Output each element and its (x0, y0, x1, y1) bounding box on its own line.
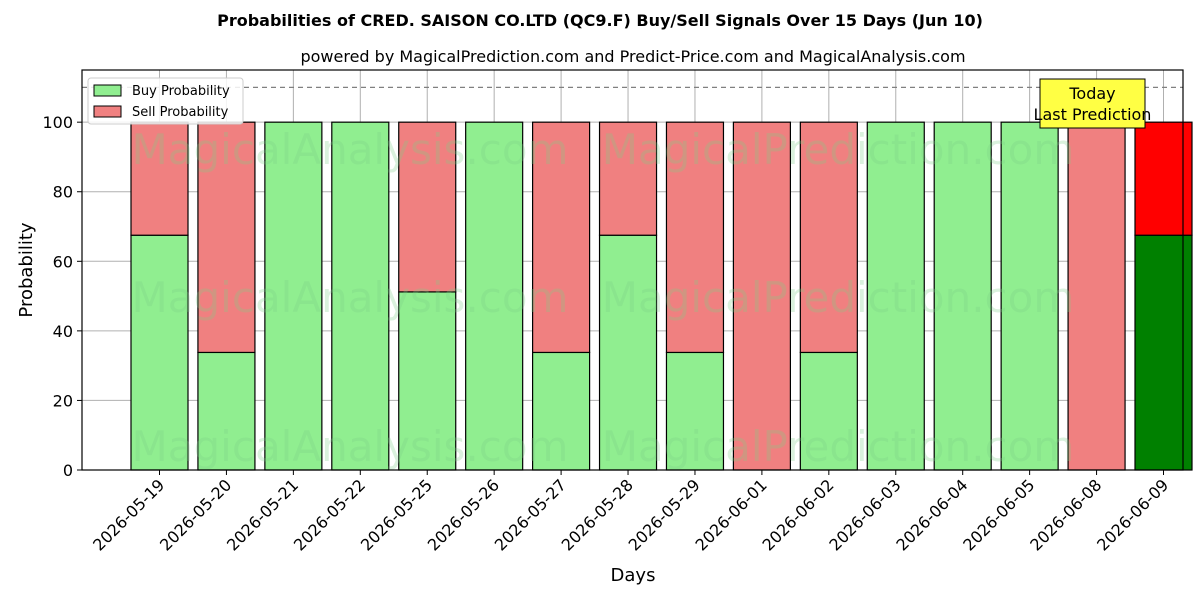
chart-subtitle: powered by MagicalPrediction.com and Pre… (300, 47, 965, 66)
bars (130, 121, 1193, 471)
buy-bar (130, 234, 189, 471)
watermark-text: MagicalAnalysis.com (132, 273, 569, 322)
y-tick-label: 20 (53, 391, 73, 410)
y-tick-label: 0 (63, 461, 73, 480)
x-axis-title: Days (611, 565, 656, 586)
watermark-text: MagicalAnalysis.com (132, 125, 569, 174)
watermarks: MagicalAnalysis.com MagicalPrediction.com… (132, 125, 1075, 471)
buy-bar (398, 291, 457, 471)
chart-title: Probabilities of CRED. SAISON CO.LTD (QC… (217, 11, 983, 30)
y-tick-label: 40 (53, 322, 73, 341)
buy-bar (531, 351, 591, 471)
buy-bar (465, 121, 524, 471)
y-axis-title: Probability (16, 222, 37, 317)
x-tick-label: 2026-06-09 (1093, 475, 1172, 554)
buy-bar (866, 121, 925, 471)
sell-bar (799, 121, 858, 354)
buy-bar (331, 121, 390, 471)
buy-bar (799, 351, 858, 471)
annotation-box (1039, 78, 1146, 129)
legend-label-sell: Sell Probability (132, 105, 229, 120)
buy-bar (665, 351, 725, 471)
sell-bar (531, 121, 591, 354)
sell-bar (1067, 121, 1126, 471)
annotation-line1: Today (1068, 84, 1115, 103)
sell-bar (398, 121, 457, 293)
y-tick-label: 60 (53, 252, 73, 271)
sell-bar (197, 121, 256, 354)
sell-bar (665, 121, 725, 354)
watermark-text: MagicalPrediction.com (602, 422, 1075, 471)
watermark-text: MagicalPrediction.com (602, 273, 1075, 322)
legend-swatch-sell (93, 105, 122, 118)
legend-label-buy: Buy Probability (132, 84, 230, 99)
legend: Buy Probability Sell Probability (87, 77, 244, 125)
watermark-text: MagicalAnalysis.com (132, 422, 569, 471)
y-tick-label: 80 (53, 183, 73, 202)
buy-bar (933, 121, 992, 471)
legend-box (87, 77, 244, 125)
sell-bar (130, 121, 189, 236)
y-tick-label: 100 (42, 113, 73, 132)
buy-bar (264, 121, 323, 471)
annotation-line2: Last Prediction (1034, 105, 1152, 124)
legend-swatch-buy (93, 84, 122, 97)
plot-frame (81, 69, 1184, 471)
buy-bar (197, 351, 256, 471)
buy-bar (1000, 121, 1059, 471)
watermark-text: MagicalPrediction.com (602, 125, 1075, 174)
today-annotation: Today Last Prediction (1034, 78, 1152, 129)
sell-bar (598, 121, 658, 236)
